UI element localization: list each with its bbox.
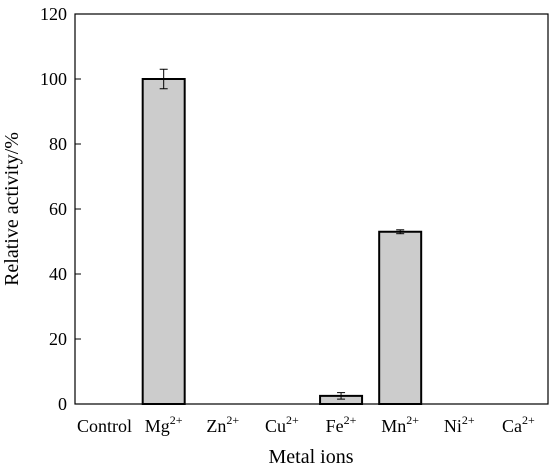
y-tick-label: 80 (49, 134, 67, 154)
y-tick-label: 120 (40, 4, 67, 24)
y-tick-label: 60 (49, 199, 67, 219)
x-axis-title: Metal ions (269, 446, 354, 468)
bar (378, 230, 423, 405)
y-tick-label: 40 (49, 264, 67, 284)
x-tick-label: Mg2+ (145, 413, 183, 436)
bars-group (141, 68, 423, 405)
y-tick-label: 0 (58, 394, 67, 414)
y-tick-label: 100 (40, 69, 67, 89)
y-axis-title: Relative activity/% (1, 132, 23, 286)
x-axis: Control Mg2+ Zn2+ Cu2+ Fe2+ Mn2+ Ni2+ Ca2+ (77, 413, 535, 436)
x-tick-label: Mn2+ (381, 413, 419, 436)
x-tick-label: Cu2+ (265, 413, 299, 436)
x-tick-label: Ni2+ (444, 413, 475, 436)
x-tick-label: Ca2+ (502, 413, 535, 436)
y-axis: 0 20 40 60 80 100 120 (40, 4, 81, 414)
x-tick-label: Zn2+ (206, 413, 239, 436)
bar (141, 78, 186, 405)
y-tick-label: 20 (49, 329, 67, 349)
x-tick-label: Control (77, 416, 132, 436)
x-tick-label: Fe2+ (326, 413, 357, 436)
